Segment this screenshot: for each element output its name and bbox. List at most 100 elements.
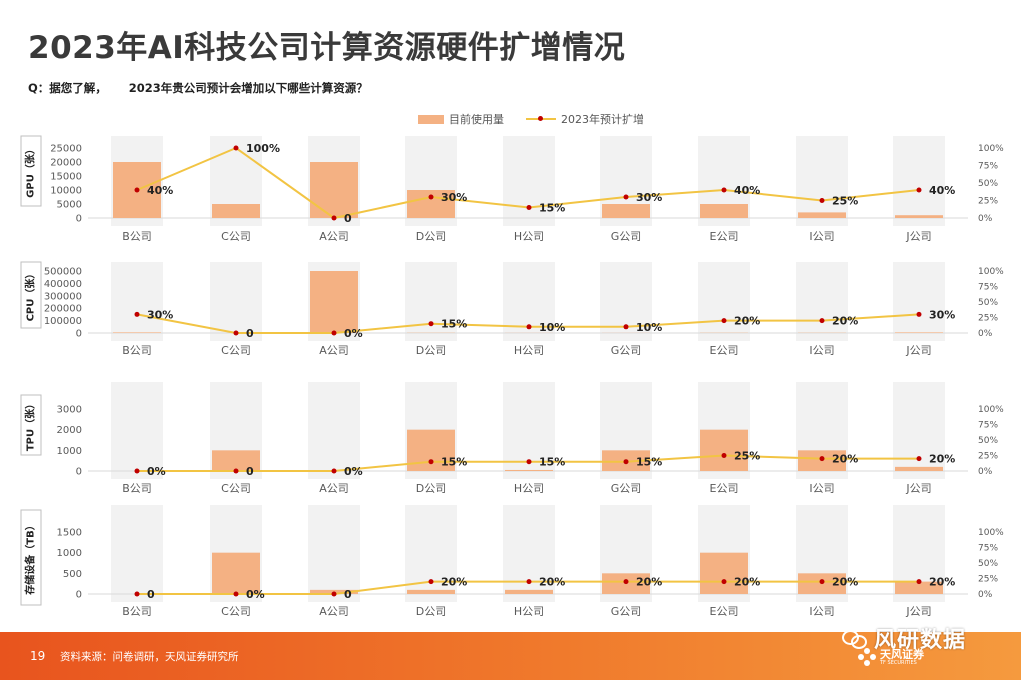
line-marker <box>819 579 825 585</box>
line-marker <box>331 330 337 336</box>
line-marker <box>331 215 337 221</box>
page-number: 19 <box>30 649 46 663</box>
category-label: C公司 <box>221 344 251 357</box>
data-label: 0% <box>246 588 265 601</box>
category-band <box>111 262 163 341</box>
bar <box>602 204 650 218</box>
left-tick-label: 5000 <box>57 200 82 211</box>
line-marker <box>428 321 434 327</box>
category-band <box>796 262 848 341</box>
left-tick-label: 20000 <box>50 158 82 169</box>
left-tick-label: 0 <box>76 590 82 601</box>
bar <box>700 204 748 218</box>
data-label: 0 <box>344 588 352 601</box>
right-tick-label: 0% <box>978 329 993 339</box>
left-tick-label: 400000 <box>44 279 82 290</box>
line-marker <box>428 579 434 585</box>
data-label: 15% <box>441 456 467 469</box>
line-marker <box>233 591 239 597</box>
category-label: B公司 <box>122 482 152 495</box>
legend-bar-swatch <box>418 114 444 124</box>
survey-question: Q：据您了解， 2023年贵公司预计会增加以下哪些计算资源？ <box>28 80 368 96</box>
right-tick-label: 75% <box>978 283 998 293</box>
category-band <box>893 382 945 479</box>
category-label: G公司 <box>611 482 642 495</box>
page-title: 2023年AI科技公司计算资源硬件扩增情况 <box>28 30 626 66</box>
data-label: 30% <box>147 308 173 321</box>
category-label: J公司 <box>905 230 931 243</box>
line-marker <box>623 459 629 465</box>
data-label: 15% <box>441 318 467 331</box>
right-tick-label: 0% <box>978 467 993 477</box>
data-label: 20% <box>832 576 858 589</box>
data-label: 25% <box>832 195 858 208</box>
left-tick-label: 0 <box>76 467 82 478</box>
left-tick-label: 200000 <box>44 304 82 315</box>
category-band <box>503 505 555 602</box>
line-marker <box>916 187 922 193</box>
data-label: 30% <box>929 308 955 321</box>
left-tick-label: 3000 <box>57 405 82 416</box>
wechat-icon <box>842 628 868 649</box>
line-marker <box>623 579 629 585</box>
brand-logo-subtext: TF SECURITIES <box>880 659 917 666</box>
watermark-text: 风研数据 <box>874 628 967 653</box>
category-label: H公司 <box>514 344 544 357</box>
category-band <box>308 505 360 602</box>
bar <box>113 332 161 333</box>
line-marker <box>526 579 532 585</box>
ylabel-box <box>20 394 42 456</box>
bar <box>212 450 260 471</box>
data-label: 20% <box>734 315 760 328</box>
category-label: G公司 <box>611 344 642 357</box>
right-tick-label: 75% <box>978 544 998 554</box>
left-tick-label: 0 <box>76 214 82 225</box>
data-label: 25% <box>734 450 760 463</box>
category-label: G公司 <box>611 605 642 618</box>
bar <box>505 589 553 594</box>
left-tick-label: 1000 <box>57 548 82 559</box>
category-label: H公司 <box>514 482 544 495</box>
line-marker <box>819 198 825 203</box>
y-axis-label: 存储设备（TB） <box>24 520 37 594</box>
right-tick-label: 75% <box>978 162 998 172</box>
bar <box>407 589 455 594</box>
category-label: E公司 <box>710 230 739 243</box>
data-label: 40% <box>929 184 955 197</box>
category-label: I公司 <box>809 605 834 618</box>
line-marker <box>721 453 727 458</box>
bar <box>310 162 358 218</box>
line-marker <box>721 579 727 585</box>
right-tick-label: 100% <box>978 405 1004 415</box>
right-tick-label: 100% <box>978 144 1004 154</box>
right-tick-label: 50% <box>978 179 998 189</box>
bar <box>212 552 260 594</box>
category-label: D公司 <box>416 605 446 618</box>
category-band <box>405 262 457 341</box>
right-tick-label: 75% <box>978 421 998 431</box>
data-label: 0 <box>246 327 254 340</box>
data-label: 20% <box>441 576 467 589</box>
line-marker <box>526 324 532 330</box>
bar <box>310 271 358 333</box>
charts-canvas: GPU（张） 2500020000150001000050000100%75%50… <box>20 135 1004 618</box>
line-marker <box>331 591 337 597</box>
category-band <box>503 136 555 226</box>
right-tick-label: 50% <box>978 559 998 569</box>
right-tick-label: 100% <box>978 528 1004 538</box>
left-tick-label: 15000 <box>50 172 82 183</box>
category-label: E公司 <box>710 605 739 618</box>
data-label: 0 <box>246 465 254 478</box>
data-label: 20% <box>832 453 858 466</box>
line-marker <box>526 459 532 465</box>
category-label: D公司 <box>416 344 446 357</box>
category-band <box>893 136 945 226</box>
legend-item-bar: 目前使用量 <box>418 111 504 127</box>
line-marker <box>134 311 140 317</box>
data-label: 40% <box>734 184 760 197</box>
category-label: A公司 <box>319 605 349 618</box>
category-label: I公司 <box>809 344 834 357</box>
category-label: B公司 <box>122 230 152 243</box>
data-label: 0 <box>147 588 155 601</box>
right-tick-label: 25% <box>978 197 998 207</box>
